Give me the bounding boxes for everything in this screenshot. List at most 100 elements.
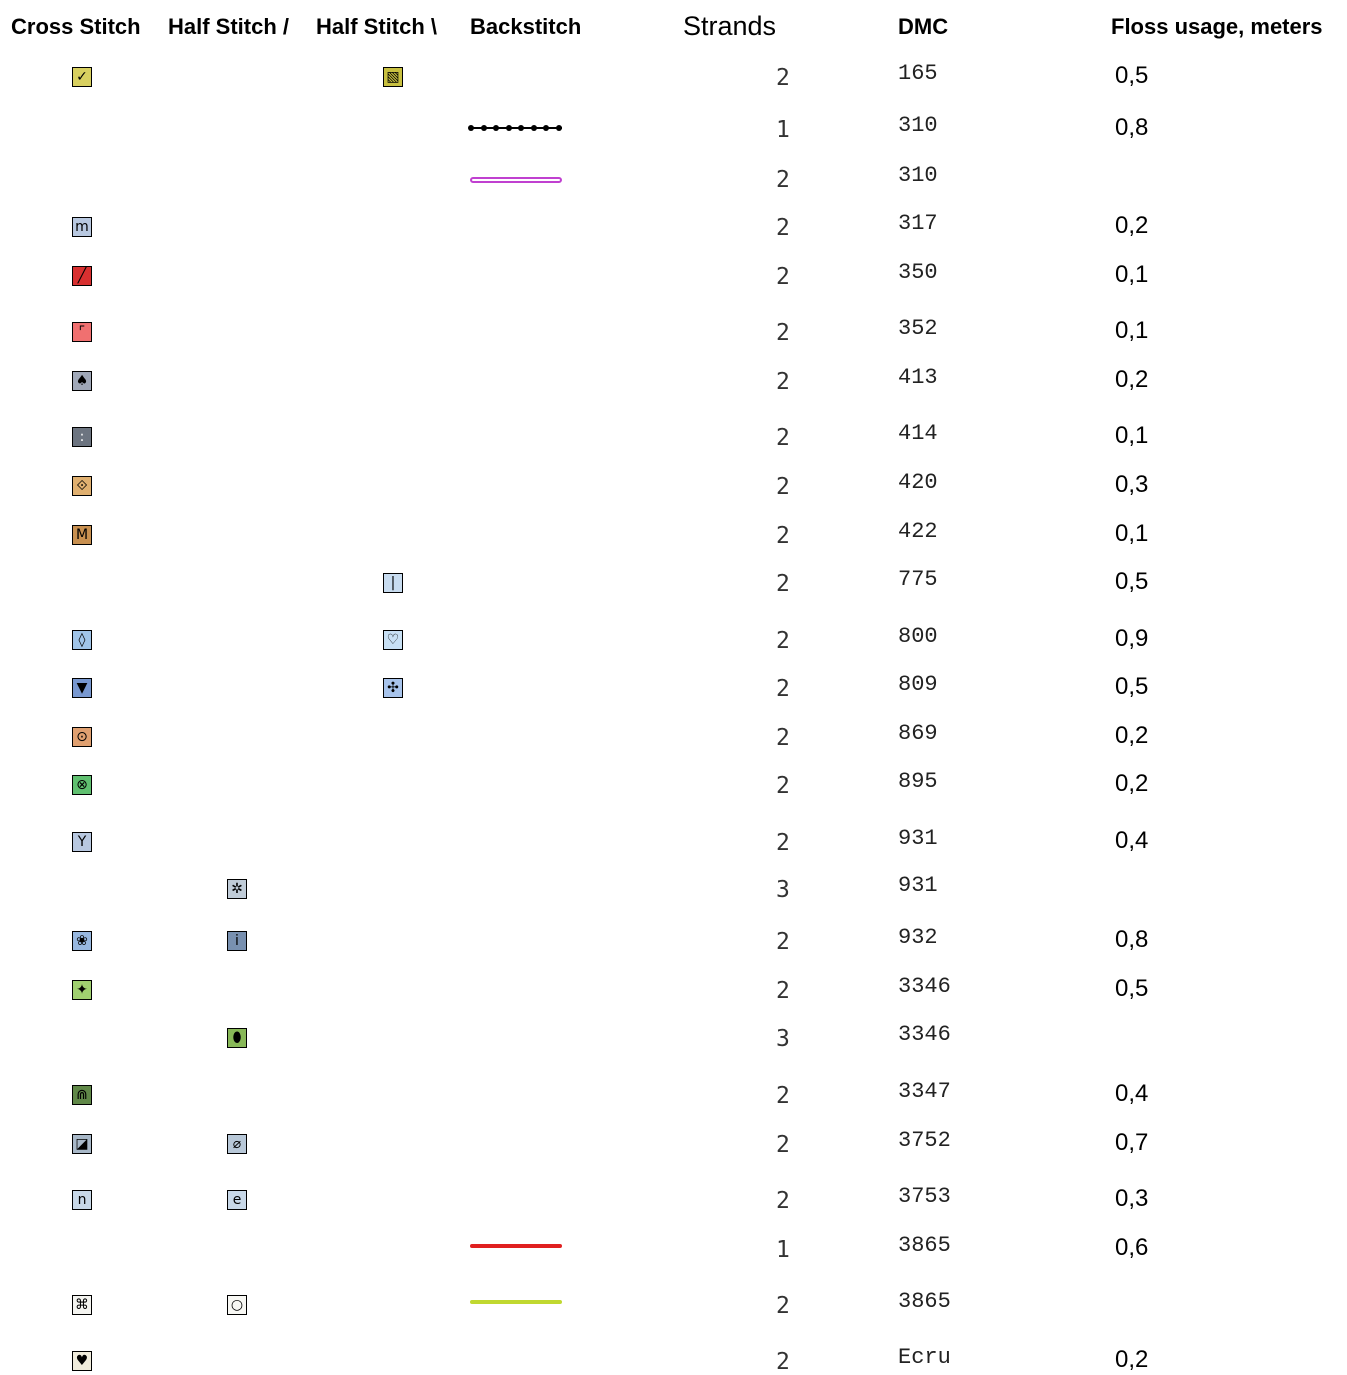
strands-value: 2 xyxy=(776,773,790,799)
floss-usage-value: 0,3 xyxy=(1115,471,1149,498)
header-strands: Strands xyxy=(683,11,777,41)
dmc-code: 420 xyxy=(898,470,938,495)
strands-value: 2 xyxy=(776,725,790,751)
cross-symbol-icon: ♥ xyxy=(72,1351,92,1371)
dmc-code: 3347 xyxy=(898,1079,951,1104)
dmc-code: 932 xyxy=(898,925,938,950)
strands-value: 1 xyxy=(776,1237,790,1263)
cross-symbol-icon: ⊗ xyxy=(72,775,92,795)
floss-usage-value: 0,1 xyxy=(1115,422,1149,449)
header-floss-usage: Floss usage, meters xyxy=(1111,14,1323,39)
strands-value: 2 xyxy=(776,523,790,549)
floss-usage-value: 0,8 xyxy=(1115,114,1149,141)
cross-symbol-icon: ▼ xyxy=(72,678,92,698)
backstitch-dot-icon xyxy=(468,125,474,131)
half-back-symbol-icon: ▧ xyxy=(383,67,403,87)
floss-usage-value: 0,3 xyxy=(1115,1185,1149,1212)
half-fwd-symbol-icon: ○ xyxy=(227,1295,247,1315)
backstitch-dot-icon xyxy=(480,125,487,131)
header-backstitch: Backstitch xyxy=(470,14,582,39)
cross-symbol-icon: ⊙ xyxy=(72,727,92,747)
strands-value: 2 xyxy=(776,167,790,193)
dmc-code: 352 xyxy=(898,316,938,341)
backstitch-line-icon xyxy=(470,1244,562,1248)
floss-usage-value: 0,9 xyxy=(1115,625,1149,652)
dmc-code: 165 xyxy=(898,61,938,86)
strands-value: 2 xyxy=(776,1132,790,1158)
backstitch-line-icon xyxy=(470,177,562,183)
header-dmc: DMC xyxy=(898,14,949,39)
dmc-code: 350 xyxy=(898,260,938,285)
cross-symbol-icon: ◪ xyxy=(72,1134,92,1154)
strands-value: 2 xyxy=(776,264,790,290)
strands-value: 2 xyxy=(776,425,790,451)
cross-symbol-icon: ⋒ xyxy=(72,1085,92,1105)
dmc-code: Ecru xyxy=(898,1345,951,1370)
floss-usage-value: 0,1 xyxy=(1115,520,1149,547)
cross-symbol-icon: : xyxy=(72,427,92,447)
cross-symbol-icon: ╱ xyxy=(72,266,92,286)
half-fwd-symbol-icon: ⌀ xyxy=(227,1134,247,1154)
dmc-code: 775 xyxy=(898,567,938,592)
strands-value: 2 xyxy=(776,1293,790,1319)
floss-usage-value: 0,1 xyxy=(1115,261,1149,288)
cross-symbol-icon: ✦ xyxy=(72,980,92,1000)
backstitch-dot-icon xyxy=(518,125,524,131)
backstitch-dot-icon xyxy=(530,125,537,131)
floss-usage-value: 0,2 xyxy=(1115,366,1149,393)
dmc-code: 3346 xyxy=(898,1022,951,1047)
half-fwd-symbol-icon: e xyxy=(227,1190,247,1210)
half-fwd-symbol-icon: ⬮ xyxy=(227,1028,247,1048)
strands-value: 2 xyxy=(776,571,790,597)
strands-value: 2 xyxy=(776,65,790,91)
floss-usage-value: 0,1 xyxy=(1115,317,1149,344)
dmc-code: 413 xyxy=(898,365,938,390)
floss-usage-value: 0,4 xyxy=(1115,827,1149,854)
half-back-symbol-icon: ♡ xyxy=(383,630,403,650)
half-back-symbol-icon: ✣ xyxy=(383,678,403,698)
strands-value: 2 xyxy=(776,830,790,856)
strands-value: 2 xyxy=(776,215,790,241)
dmc-code: 414 xyxy=(898,421,938,446)
cross-symbol-icon: n xyxy=(72,1190,92,1210)
floss-usage-value: 0,5 xyxy=(1115,568,1149,595)
cross-symbol-icon: Y xyxy=(72,832,92,852)
floss-usage-value: 0,8 xyxy=(1115,926,1149,953)
half-back-symbol-icon: | xyxy=(383,573,403,593)
floss-usage-value: 0,2 xyxy=(1115,722,1149,749)
dmc-code: 317 xyxy=(898,211,938,236)
strands-value: 3 xyxy=(776,877,790,903)
strands-value: 3 xyxy=(776,1026,790,1052)
dmc-code: 310 xyxy=(898,163,938,188)
cross-symbol-icon: ◊ xyxy=(72,630,92,650)
dmc-code: 869 xyxy=(898,721,938,746)
floss-usage-value: 0,2 xyxy=(1115,1346,1149,1373)
half-fwd-symbol-icon: i xyxy=(227,931,247,951)
floss-usage-value: 0,2 xyxy=(1115,212,1149,239)
backstitch-dot-icon xyxy=(505,125,512,131)
strands-value: 2 xyxy=(776,320,790,346)
dmc-code: 422 xyxy=(898,519,938,544)
dmc-code: 931 xyxy=(898,873,938,898)
strands-value: 2 xyxy=(776,978,790,1004)
dmc-code: 895 xyxy=(898,769,938,794)
cross-symbol-icon: m xyxy=(72,217,92,237)
floss-usage-value: 0,5 xyxy=(1115,975,1149,1002)
cross-symbol-icon: ✓ xyxy=(72,67,92,87)
cross-symbol-icon: ⌜ xyxy=(72,322,92,342)
strands-value: 2 xyxy=(776,1349,790,1375)
floss-usage-value: 0,4 xyxy=(1115,1080,1149,1107)
strands-value: 2 xyxy=(776,676,790,702)
floss-usage-value: 0,5 xyxy=(1115,62,1149,89)
cross-symbol-icon: ❀ xyxy=(72,931,92,951)
dmc-code: 3346 xyxy=(898,974,951,999)
header-half-stitch-forward: Half Stitch / xyxy=(168,14,290,39)
backstitch-dot-icon xyxy=(493,125,499,131)
strands-value: 2 xyxy=(776,474,790,500)
half-fwd-symbol-icon: ✲ xyxy=(227,879,247,899)
dmc-code: 3865 xyxy=(898,1233,951,1258)
strands-value: 2 xyxy=(776,1188,790,1214)
dmc-code: 3753 xyxy=(898,1184,951,1209)
cross-symbol-icon: ♠ xyxy=(72,371,92,391)
strands-value: 2 xyxy=(776,628,790,654)
